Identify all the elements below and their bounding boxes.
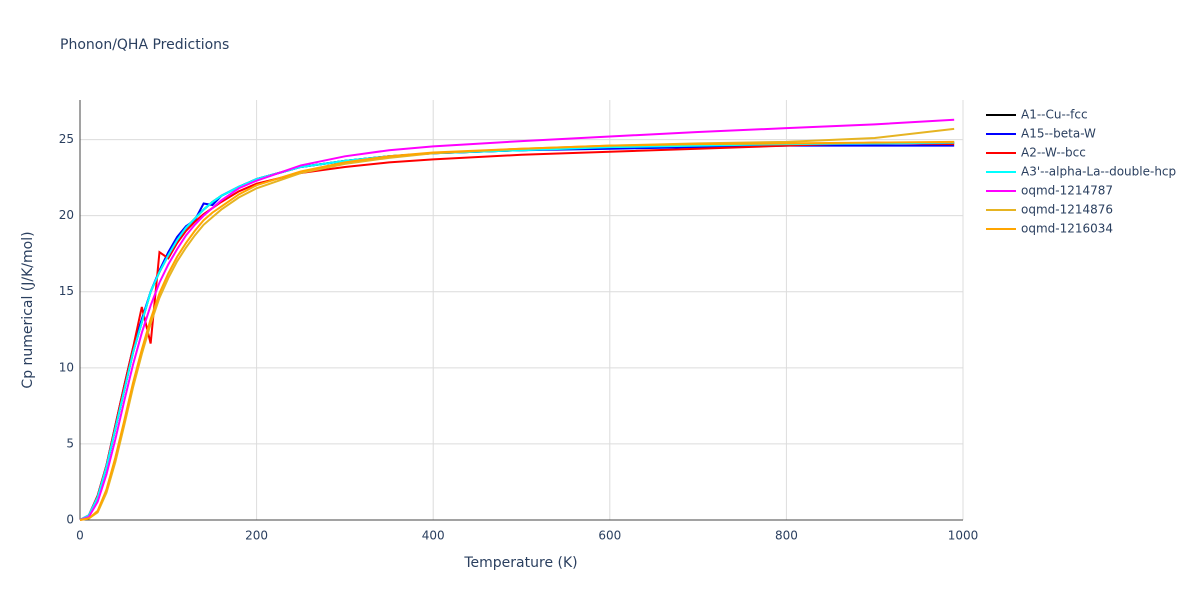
x-tick-label: 1000: [948, 529, 979, 543]
legend-label: A2--W--bcc: [1021, 146, 1086, 160]
series-line: [79, 127, 955, 521]
legend-label: A15--beta-W: [1021, 127, 1096, 141]
legend-label: oqmd-1214876: [1021, 203, 1113, 217]
legend-label: oqmd-1216034: [1021, 222, 1113, 236]
y-tick-label: 10: [59, 360, 74, 374]
y-tick-label: 5: [66, 436, 74, 450]
x-tick-label: 800: [775, 529, 798, 543]
x-tick-label: 0: [76, 529, 84, 543]
x-tick-label: 200: [245, 529, 268, 543]
y-tick-label: 20: [59, 208, 74, 222]
y-tick-label: 0: [66, 513, 74, 527]
legend-label: A3'--alpha-La--double-hcp: [1021, 165, 1176, 179]
legend-label: A1--Cu--fcc: [1021, 108, 1088, 122]
y-tick-label: 25: [59, 132, 74, 146]
series-line: [79, 140, 955, 521]
y-tick-label: 15: [59, 284, 74, 298]
series-line: [79, 141, 955, 521]
series-line: [79, 141, 955, 521]
x-axis-label: Temperature (K): [463, 555, 577, 571]
legend-label: oqmd-1214787: [1021, 184, 1113, 198]
x-tick-label: 600: [598, 529, 621, 543]
chart-title: Phonon/QHA Predictions: [60, 37, 229, 53]
series-line: [79, 118, 955, 521]
x-tick-label: 400: [422, 529, 445, 543]
y-axis-label: Cp numerical (J/K/mol): [20, 231, 36, 388]
series-line: [79, 141, 955, 521]
